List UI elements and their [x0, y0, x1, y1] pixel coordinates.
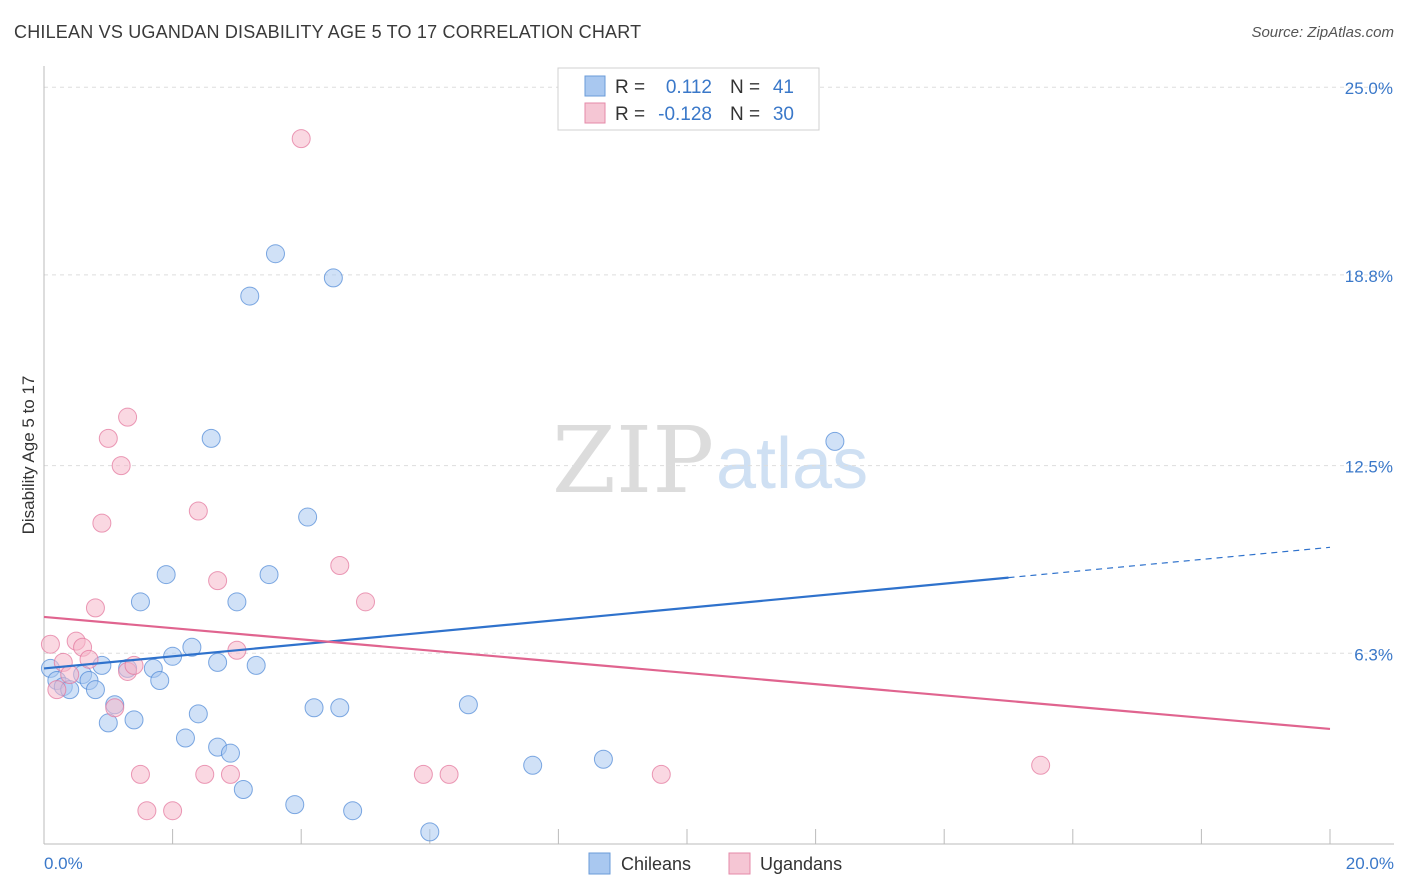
ugandans-point-10	[105, 698, 125, 718]
y-tick-labels: 6.3% 12.5% 18.8% 25.0%	[1345, 79, 1393, 664]
chileans-point-20	[201, 428, 221, 448]
trend-lines	[43, 546, 1331, 731]
legend-r-chileans: 0.112	[666, 77, 712, 98]
chileans-point-34	[323, 268, 343, 288]
ugandans-point-15	[130, 764, 150, 784]
ugandans-point-8	[92, 513, 112, 533]
legend: R = 0.112 N = 41 R = -0.128 N = 30	[557, 67, 820, 131]
ugandans-point-25	[356, 592, 375, 612]
legend-n-label-chileans: N =	[730, 77, 760, 98]
chileans-point-19	[188, 704, 208, 724]
ugandans-point-14	[118, 407, 138, 427]
legend-r-ugandans: -0.128	[658, 104, 712, 125]
ugandans-point-17	[163, 801, 183, 821]
ugandans-point-24	[330, 555, 350, 575]
chileans-point-18	[182, 637, 202, 657]
chileans-trend-line-extension	[1008, 546, 1331, 579]
chileans-point-33	[330, 698, 350, 718]
chileans-point-21	[208, 652, 228, 672]
ugandans-point-28	[651, 764, 671, 784]
bottom-legend-swatch-ugandans[interactable]	[728, 852, 751, 875]
chileans-point-31	[298, 507, 318, 527]
chileans-point-15	[156, 565, 176, 585]
y-axis-label: Disability Age 5 to 17	[19, 376, 38, 535]
y-tick-label-1: 12.5%	[1345, 458, 1393, 477]
chileans-point-28	[259, 565, 279, 585]
ugandans-point-7	[85, 598, 105, 618]
chileans-point-11	[124, 710, 144, 730]
legend-swatch-ugandans	[584, 102, 606, 124]
legend-n-ugandans: 30	[773, 104, 794, 125]
bottom-legend: Chileans Ugandans	[588, 852, 842, 875]
chileans-point-35	[343, 801, 363, 821]
chileans-point-36	[420, 822, 440, 842]
y-tick-label-3: 25.0%	[1345, 79, 1393, 98]
chileans-point-39	[593, 749, 613, 769]
bottom-legend-label-ugandans[interactable]: Ugandans	[760, 854, 842, 874]
chileans-point-40	[825, 431, 845, 451]
ugandans-point-9	[98, 428, 118, 448]
ugandans-point-11	[111, 456, 131, 476]
ugandans-point-19	[195, 764, 215, 784]
watermark-zip: ZIP	[552, 407, 714, 514]
chileans-point-32	[304, 698, 324, 718]
source-label: Source: ZipAtlas.com	[1251, 24, 1394, 41]
ugandans-point-18	[188, 501, 208, 521]
legend-swatch-chileans	[584, 75, 606, 97]
chileans-point-25	[233, 780, 253, 800]
legend-r-label-chileans: R =	[615, 77, 645, 98]
ugandans-point-26	[439, 764, 459, 784]
data-points	[40, 129, 1051, 842]
ugandans-trend-line	[43, 615, 1331, 731]
chileans-point-27	[246, 655, 266, 675]
y-tick-label-2: 18.8%	[1345, 267, 1393, 286]
chileans-point-24	[220, 743, 240, 763]
x-tick-label-min: 0.0%	[44, 854, 83, 873]
x-ticks	[43, 829, 1331, 844]
watermark-atlas: atlas	[716, 424, 868, 504]
legend-r-label-ugandans: R =	[615, 104, 645, 125]
chileans-point-29	[265, 244, 285, 264]
legend-n-chileans: 41	[773, 77, 794, 98]
ugandans-point-27	[413, 764, 433, 784]
y-tick-label-0: 6.3%	[1354, 645, 1393, 664]
chileans-point-30	[285, 795, 305, 815]
ugandans-point-1	[47, 680, 67, 700]
ugandans-point-0	[40, 634, 60, 654]
bottom-legend-swatch-chileans[interactable]	[588, 852, 611, 875]
chart-title: CHILEAN VS UGANDAN DISABILITY AGE 5 TO 1…	[14, 22, 642, 42]
chileans-point-38	[523, 755, 543, 775]
ugandans-point-21	[220, 764, 240, 784]
ugandans-point-20	[208, 571, 228, 591]
chileans-trend-line	[43, 576, 1009, 670]
chileans-point-23	[227, 592, 247, 612]
chileans-point-14	[150, 671, 170, 691]
chileans-point-17	[175, 728, 195, 748]
chileans-point-6	[85, 680, 105, 700]
ugandans-point-29	[1031, 755, 1051, 775]
chileans-point-37	[458, 695, 478, 715]
ugandans-point-23	[291, 129, 311, 149]
ugandans-point-3	[60, 664, 80, 684]
ugandans-point-16	[137, 801, 157, 821]
chileans-point-26	[240, 286, 260, 306]
bottom-legend-label-chileans[interactable]: Chileans	[621, 854, 691, 874]
gridlines	[44, 86, 1394, 654]
chileans-point-12	[130, 592, 150, 612]
legend-n-label-ugandans: N =	[730, 104, 760, 125]
x-tick-label-max: 20.0%	[1346, 854, 1394, 873]
